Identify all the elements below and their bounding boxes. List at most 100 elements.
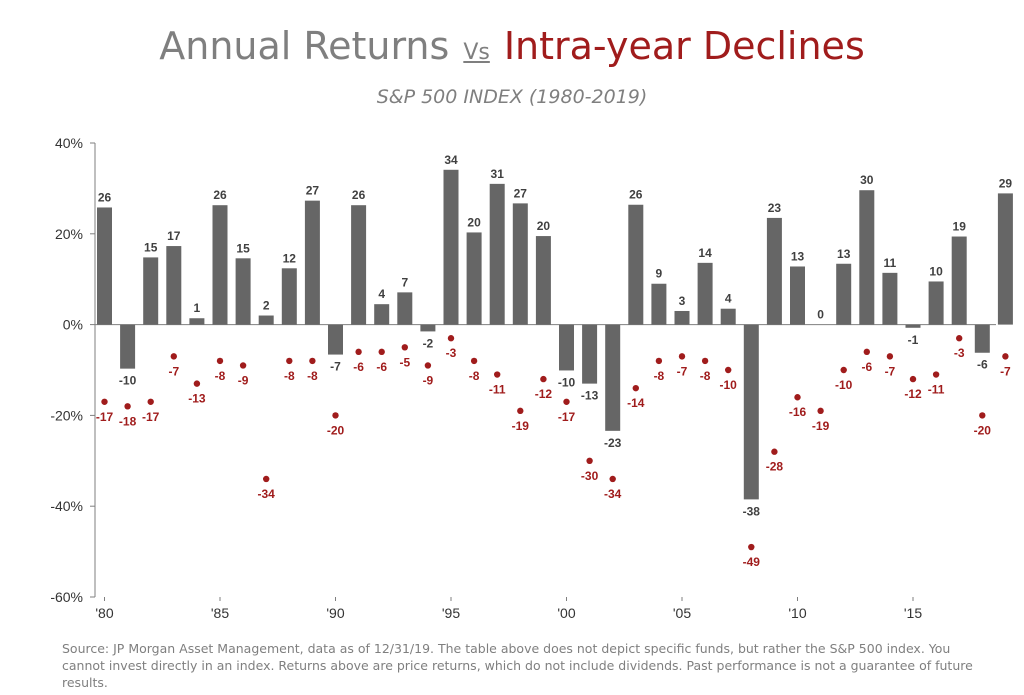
intra-year-decline-label-1984: -13 [188, 392, 206, 406]
annual-return-bar-2003 [628, 204, 644, 325]
y-tick-label: 40% [55, 135, 83, 151]
annual-return-bar-2017 [951, 236, 967, 325]
annual-return-bar-1998 [512, 203, 528, 325]
annual-return-label-1984: 1 [194, 301, 201, 315]
intra-year-decline-point-2000 [563, 398, 570, 405]
intra-year-decline-point-1985 [216, 357, 224, 365]
annual-return-bar-1988 [281, 268, 297, 325]
annual-return-bar-2016 [928, 281, 944, 325]
annual-return-bar-2009 [766, 217, 782, 325]
intra-year-decline-label-1992: -6 [376, 360, 387, 374]
annual-return-bar-2013 [859, 190, 875, 325]
intra-year-decline-point-2015 [909, 375, 917, 383]
intra-year-decline-label-1988: -8 [284, 369, 295, 383]
annual-return-label-1994: -2 [423, 336, 434, 350]
intra-year-decline-label-2018: -20 [974, 423, 992, 437]
intra-year-decline-point-1991 [355, 348, 362, 356]
annual-return-label-2019: 29 [999, 176, 1013, 190]
annual-return-label-1997: 31 [491, 167, 505, 181]
intra-year-decline-label-2009: -28 [766, 460, 784, 474]
annual-return-bar-2004 [651, 283, 667, 325]
y-tick-label: 20% [55, 226, 83, 242]
annual-return-bar-1999 [535, 236, 551, 325]
intra-year-decline-point-1993 [401, 344, 408, 351]
annual-return-label-1981: -10 [119, 374, 137, 388]
annual-return-label-2015: -1 [908, 333, 919, 347]
intra-year-decline-label-2006: -8 [700, 369, 711, 383]
annual-return-bar-1980 [97, 207, 112, 325]
x-tick-label: '90 [326, 605, 344, 621]
intra-year-decline-label-2010: -16 [789, 405, 807, 419]
annual-return-label-2007: 4 [725, 292, 732, 306]
annual-return-bar-1994 [420, 324, 436, 332]
intra-year-decline-point-1997 [494, 371, 501, 378]
annual-return-label-1989: 27 [306, 184, 320, 198]
intra-year-decline-label-1991: -6 [353, 360, 364, 374]
annual-return-label-2002: -23 [604, 436, 622, 450]
intra-year-decline-point-1986 [239, 362, 247, 369]
intra-year-decline-label-2002: -34 [604, 487, 622, 501]
annual-return-label-2009: 23 [768, 201, 782, 215]
intra-year-decline-point-1994 [424, 362, 432, 369]
annual-return-label-2001: -13 [581, 389, 599, 403]
annual-return-bar-1993 [397, 292, 413, 325]
annual-return-label-2006: 14 [698, 246, 712, 260]
annual-return-bar-2012 [836, 263, 852, 325]
x-tick-label: '10 [788, 605, 806, 621]
intra-year-decline-label-1994: -9 [423, 373, 434, 387]
annual-return-label-2000: -10 [558, 375, 576, 389]
annual-return-label-2005: 3 [679, 294, 686, 308]
annual-return-bar-1984 [189, 318, 205, 325]
intra-year-decline-point-1990 [332, 412, 339, 419]
annual-return-label-2011: 0 [817, 308, 824, 322]
annual-return-label-1982: 15 [144, 240, 158, 254]
annual-return-label-1992: 4 [378, 287, 385, 301]
intra-year-decline-point-2004 [655, 357, 663, 365]
annual-return-bar-1983 [166, 246, 182, 325]
annual-return-bar-2006 [697, 262, 713, 325]
annual-return-bar-2014 [882, 272, 898, 325]
intra-year-decline-label-2005: -7 [677, 364, 688, 378]
annual-return-label-2018: -6 [977, 358, 988, 372]
annual-return-bar-1985 [212, 205, 228, 325]
intra-year-decline-label-1999: -12 [535, 387, 553, 401]
intra-year-decline-label-1998: -19 [512, 419, 530, 433]
annual-return-label-2010: 13 [791, 249, 805, 263]
y-tick-label: -60% [50, 589, 83, 605]
intra-year-decline-point-1987 [263, 475, 270, 483]
intra-year-decline-label-2000: -17 [558, 410, 576, 424]
intra-year-decline-label-1997: -11 [489, 383, 506, 397]
intra-year-decline-label-1986: -9 [238, 373, 249, 387]
intra-year-decline-label-2014: -7 [885, 364, 896, 378]
annual-return-label-1985: 26 [213, 188, 227, 202]
x-tick-label: '85 [211, 605, 229, 621]
intra-year-decline-point-1984 [193, 380, 201, 387]
intra-year-decline-label-2019: -7 [1000, 364, 1011, 378]
annual-return-label-1999: 20 [537, 219, 551, 233]
annual-return-bar-2007 [720, 308, 736, 325]
intra-year-decline-label-1983: -7 [168, 364, 179, 378]
intra-year-decline-point-2009 [771, 448, 778, 455]
annual-return-label-2013: 30 [860, 173, 874, 187]
x-tick-label: '15 [904, 605, 922, 621]
source-footnote: Source: JP Morgan Asset Management, data… [62, 641, 973, 690]
annual-return-label-2003: 26 [629, 188, 643, 202]
y-tick-label: -40% [50, 498, 83, 514]
intra-year-decline-point-1992 [378, 348, 385, 356]
annual-return-label-2017: 19 [953, 220, 967, 234]
annual-return-bar-2010 [790, 266, 805, 325]
intra-year-decline-point-2012 [840, 366, 847, 374]
intra-year-decline-label-2003: -14 [627, 396, 645, 410]
title-intra-year-declines: Intra-year Declines [503, 24, 865, 68]
intra-year-decline-label-1993: -5 [399, 355, 410, 369]
intra-year-decline-label-2001: -30 [581, 469, 599, 483]
intra-year-decline-label-1995: -3 [446, 346, 457, 360]
chart-subtitle: S&P 500 INDEX (1980-2019) [376, 86, 648, 108]
annual-return-bar-1989 [304, 200, 320, 325]
intra-year-decline-point-2007 [725, 366, 732, 374]
intra-year-decline-point-2018 [979, 412, 986, 419]
intra-year-decline-point-2013 [863, 348, 870, 356]
intra-year-decline-label-2007: -10 [720, 378, 738, 392]
intra-year-decline-point-1983 [170, 353, 177, 360]
annual-return-bar-2015 [905, 324, 921, 328]
